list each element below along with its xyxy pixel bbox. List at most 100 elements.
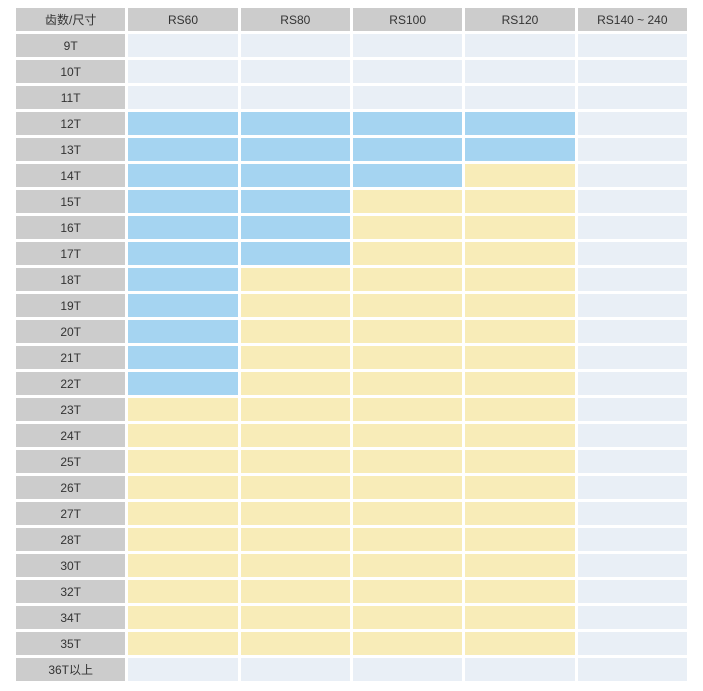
table-cell-default bbox=[577, 216, 687, 239]
table-cell-yellow bbox=[352, 294, 463, 317]
row-label: 10T bbox=[16, 60, 126, 83]
column-header-rs60: RS60 bbox=[128, 8, 238, 31]
table-cell-yellow bbox=[352, 346, 463, 369]
table-cell-default bbox=[577, 606, 687, 629]
row-label: 25T bbox=[16, 450, 126, 473]
table-cell-yellow bbox=[240, 424, 350, 447]
table-cell-blue bbox=[128, 216, 238, 239]
table-row: 14T bbox=[16, 164, 687, 187]
table-cell-yellow bbox=[352, 606, 463, 629]
table-row: 35T bbox=[16, 632, 687, 655]
row-label: 13T bbox=[16, 138, 126, 161]
row-label: 19T bbox=[16, 294, 126, 317]
table-cell-yellow bbox=[128, 476, 238, 499]
table-cell-default bbox=[577, 632, 687, 655]
table-cell-blue bbox=[128, 138, 238, 161]
table-cell-yellow bbox=[240, 632, 350, 655]
table-cell-default bbox=[577, 138, 687, 161]
table-row: 16T bbox=[16, 216, 687, 239]
table-cell-yellow bbox=[352, 476, 463, 499]
table-cell-blue bbox=[128, 294, 238, 317]
table-cell-default bbox=[577, 502, 687, 525]
table-cell-yellow bbox=[465, 242, 575, 265]
table-cell-default bbox=[577, 294, 687, 317]
column-header-rs100: RS100 bbox=[352, 8, 463, 31]
table-cell-yellow bbox=[352, 372, 463, 395]
table-cell-blue bbox=[128, 372, 238, 395]
table-cell-yellow bbox=[352, 450, 463, 473]
table-row: 13T bbox=[16, 138, 687, 161]
table-cell-default bbox=[577, 476, 687, 499]
row-label: 26T bbox=[16, 476, 126, 499]
row-label: 17T bbox=[16, 242, 126, 265]
table-row: 12T bbox=[16, 112, 687, 135]
table-row: 15T bbox=[16, 190, 687, 213]
table-cell-yellow bbox=[128, 424, 238, 447]
table-cell-yellow bbox=[128, 398, 238, 421]
table-cell-default bbox=[240, 658, 350, 681]
table-cell-default bbox=[577, 320, 687, 343]
table-cell-yellow bbox=[128, 606, 238, 629]
table-cell-default bbox=[577, 86, 687, 109]
table-cell-blue bbox=[128, 346, 238, 369]
table-cell-default bbox=[352, 34, 463, 57]
table-cell-yellow bbox=[352, 216, 463, 239]
table-cell-yellow bbox=[465, 580, 575, 603]
table-cell-yellow bbox=[465, 450, 575, 473]
table-row: 27T bbox=[16, 502, 687, 525]
table-cell-yellow bbox=[240, 372, 350, 395]
table-cell-default bbox=[352, 658, 463, 681]
table-cell-default bbox=[240, 86, 350, 109]
table-row: 20T bbox=[16, 320, 687, 343]
row-label: 21T bbox=[16, 346, 126, 369]
row-label: 12T bbox=[16, 112, 126, 135]
table-row: 24T bbox=[16, 424, 687, 447]
row-label: 28T bbox=[16, 528, 126, 551]
row-label: 14T bbox=[16, 164, 126, 187]
table-row: 11T bbox=[16, 86, 687, 109]
table-cell-default bbox=[577, 34, 687, 57]
table-cell-blue bbox=[240, 138, 350, 161]
column-header-rs120: RS120 bbox=[465, 8, 575, 31]
table-cell-default bbox=[465, 658, 575, 681]
table-row: 19T bbox=[16, 294, 687, 317]
table-body: 9T 10T 11T 12T 13T 14T 15T 16T 17T 18T 19T 20T 21T 22… bbox=[16, 34, 687, 681]
table-cell-yellow bbox=[240, 554, 350, 577]
table-cell-blue bbox=[352, 138, 463, 161]
table-row: 9T bbox=[16, 34, 687, 57]
table-row: 18T bbox=[16, 268, 687, 291]
row-label: 35T bbox=[16, 632, 126, 655]
table-cell-yellow bbox=[465, 554, 575, 577]
row-label: 30T bbox=[16, 554, 126, 577]
table-cell-default bbox=[352, 60, 463, 83]
table-cell-default bbox=[577, 112, 687, 135]
table-cell-yellow bbox=[128, 580, 238, 603]
table-cell-default bbox=[577, 268, 687, 291]
table-cell-blue bbox=[128, 320, 238, 343]
table-cell-default bbox=[465, 60, 575, 83]
table-row: 34T bbox=[16, 606, 687, 629]
table-cell-blue bbox=[128, 190, 238, 213]
row-label: 11T bbox=[16, 86, 126, 109]
table-cell-default bbox=[577, 242, 687, 265]
table-cell-yellow bbox=[352, 190, 463, 213]
table-cell-yellow bbox=[465, 632, 575, 655]
table-cell-yellow bbox=[465, 320, 575, 343]
table-cell-yellow bbox=[465, 164, 575, 187]
table-cell-blue bbox=[465, 138, 575, 161]
table-cell-yellow bbox=[352, 242, 463, 265]
table-cell-yellow bbox=[240, 502, 350, 525]
header-row: 齿数/尺寸 RS60 RS80 RS100 RS120 RS140 ~ 240 bbox=[16, 8, 687, 31]
table-cell-yellow bbox=[465, 606, 575, 629]
table-row: 25T bbox=[16, 450, 687, 473]
column-header-rs140240: RS140 ~ 240 bbox=[577, 8, 687, 31]
table-cell-yellow bbox=[128, 632, 238, 655]
table-cell-yellow bbox=[465, 372, 575, 395]
table-cell-default bbox=[128, 60, 238, 83]
table-cell-yellow bbox=[352, 528, 463, 551]
table-cell-yellow bbox=[128, 528, 238, 551]
table-cell-default bbox=[240, 34, 350, 57]
table-cell-default bbox=[577, 398, 687, 421]
table-cell-default bbox=[577, 164, 687, 187]
